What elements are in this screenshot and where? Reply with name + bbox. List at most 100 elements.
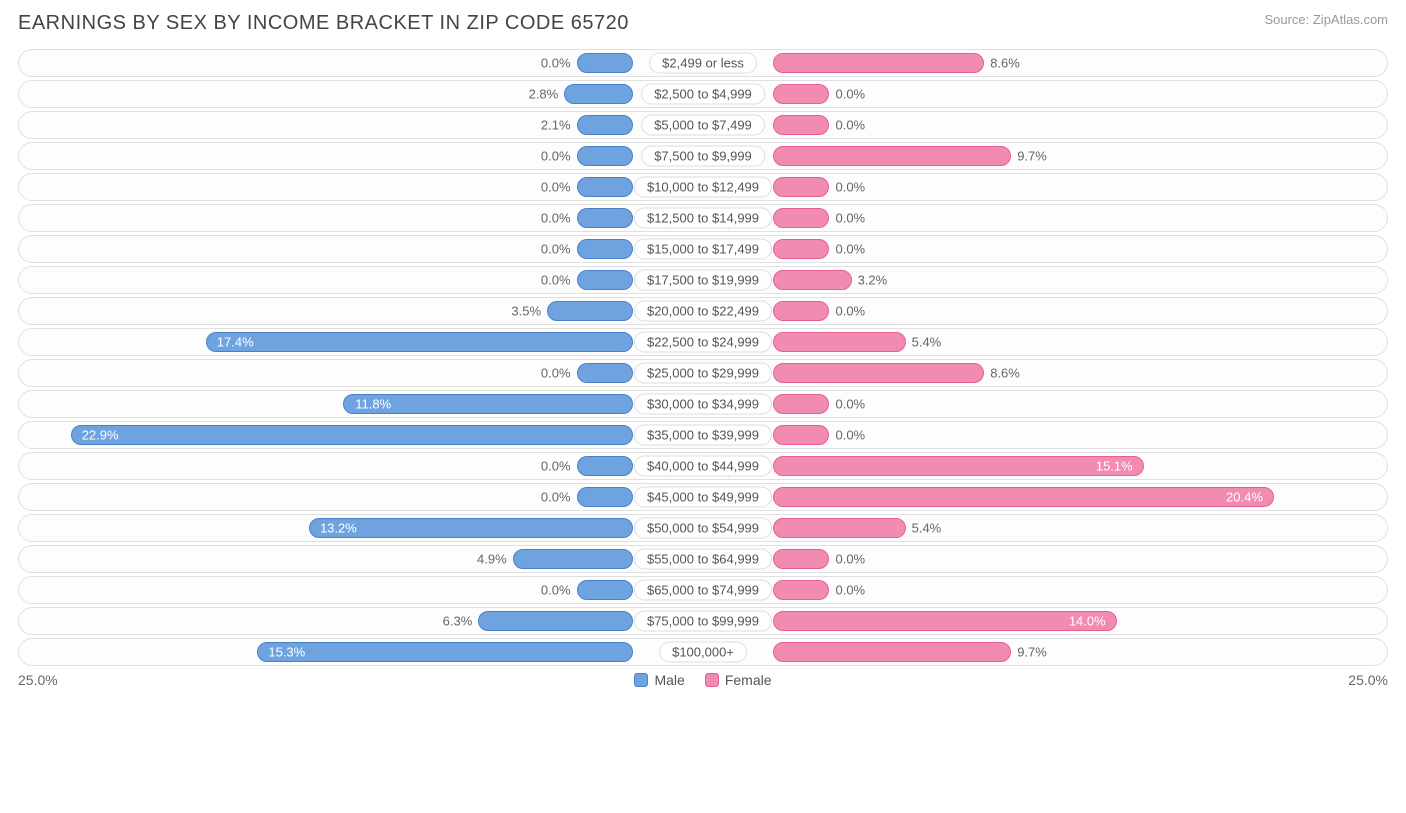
chart-row: 0.0% 9.7% $7,500 to $9,999 xyxy=(18,142,1388,170)
female-pct-label: 9.7% xyxy=(1017,149,1047,164)
female-pct-label: 3.2% xyxy=(858,273,888,288)
male-pct-label: 11.8% xyxy=(355,397,391,412)
income-bracket-label: $15,000 to $17,499 xyxy=(634,239,772,260)
income-bracket-label: $100,000+ xyxy=(659,642,747,663)
income-bracket-label: $2,500 to $4,999 xyxy=(641,84,765,105)
female-bar xyxy=(773,456,1144,476)
male-bar xyxy=(513,549,633,569)
female-pct-label: 0.0% xyxy=(835,428,865,443)
axis-max-left: 25.0% xyxy=(18,672,58,688)
female-pct-label: 0.0% xyxy=(835,87,865,102)
male-pct-label: 0.0% xyxy=(541,180,571,195)
legend-female: Female xyxy=(705,672,772,688)
income-bracket-label: $40,000 to $44,999 xyxy=(634,456,772,477)
income-bracket-label: $50,000 to $54,999 xyxy=(634,518,772,539)
male-pct-label: 0.0% xyxy=(541,459,571,474)
male-pct-label: 0.0% xyxy=(541,56,571,71)
male-pct-label: 2.8% xyxy=(529,87,559,102)
female-bar xyxy=(773,487,1274,507)
chart-row: 11.8%0.0%$30,000 to $34,999 xyxy=(18,390,1388,418)
source-label: Source: ZipAtlas.com xyxy=(1264,12,1388,27)
female-bar xyxy=(773,332,906,352)
male-pct-label: 0.0% xyxy=(541,242,571,257)
female-pct-label: 0.0% xyxy=(835,118,865,133)
female-bar xyxy=(773,53,984,73)
female-bar xyxy=(773,425,829,445)
male-pct-label: 22.9% xyxy=(82,428,119,443)
female-bar xyxy=(773,394,829,414)
income-bracket-label: $10,000 to $12,499 xyxy=(634,177,772,198)
income-bracket-label: $55,000 to $64,999 xyxy=(634,549,772,570)
female-pct-label: 5.4% xyxy=(912,521,942,536)
male-bar xyxy=(478,611,633,631)
female-bar xyxy=(773,580,829,600)
income-bracket-label: $22,500 to $24,999 xyxy=(634,332,772,353)
female-bar xyxy=(773,518,906,538)
income-bracket-label: $45,000 to $49,999 xyxy=(634,487,772,508)
income-bracket-label: $75,000 to $99,999 xyxy=(634,611,772,632)
female-bar xyxy=(773,270,852,290)
income-bracket-label: $5,000 to $7,499 xyxy=(641,115,765,136)
income-bracket-label: $17,500 to $19,999 xyxy=(634,270,772,291)
male-bar xyxy=(577,146,633,166)
female-pct-label: 8.6% xyxy=(990,366,1020,381)
female-bar xyxy=(773,84,829,104)
income-bracket-label: $20,000 to $22,499 xyxy=(634,301,772,322)
female-pct-label: 0.0% xyxy=(835,552,865,567)
female-swatch-icon xyxy=(705,673,719,687)
female-pct-label: 14.0% xyxy=(1069,614,1106,629)
male-pct-label: 3.5% xyxy=(511,304,541,319)
chart-row: 17.4% 5.4% $22,500 to $24,999 xyxy=(18,328,1388,356)
income-bracket-label: $7,500 to $9,999 xyxy=(641,146,765,167)
female-pct-label: 8.6% xyxy=(990,56,1020,71)
male-pct-label: 0.0% xyxy=(541,149,571,164)
income-bracket-label: $25,000 to $29,999 xyxy=(634,363,772,384)
female-bar xyxy=(773,301,829,321)
chart-title: EARNINGS BY SEX BY INCOME BRACKET IN ZIP… xyxy=(18,12,629,35)
chart-row: 0.0%0.0%$10,000 to $12,499 xyxy=(18,173,1388,201)
chart-row: 0.0% 0.0% $15,000 to $17,499 xyxy=(18,235,1388,263)
male-bar xyxy=(577,239,633,259)
chart-row: 0.0%3.2%$17,500 to $19,999 xyxy=(18,266,1388,294)
male-pct-label: 4.9% xyxy=(477,552,507,567)
income-bracket-label: $12,500 to $14,999 xyxy=(634,208,772,229)
chart-row: 15.3% 9.7% $100,000+ xyxy=(18,638,1388,666)
female-bar xyxy=(773,549,829,569)
male-pct-label: 13.2% xyxy=(320,521,357,536)
chart-row: 2.1%0.0%$5,000 to $7,499 xyxy=(18,111,1388,139)
male-pct-label: 15.3% xyxy=(268,645,305,660)
male-pct-label: 0.0% xyxy=(541,583,571,598)
female-pct-label: 20.4% xyxy=(1226,490,1263,505)
income-bracket-label: $35,000 to $39,999 xyxy=(634,425,772,446)
chart-row: 0.0%8.6%$2,499 or less xyxy=(18,49,1388,77)
female-pct-label: 9.7% xyxy=(1017,645,1047,660)
male-pct-label: 0.0% xyxy=(541,490,571,505)
female-pct-label: 0.0% xyxy=(835,304,865,319)
male-pct-label: 0.0% xyxy=(541,211,571,226)
female-bar xyxy=(773,177,829,197)
legend: Male Female xyxy=(634,672,771,688)
male-swatch-icon xyxy=(634,673,648,687)
female-pct-label: 0.0% xyxy=(835,242,865,257)
female-pct-label: 5.4% xyxy=(912,335,942,350)
chart-row: 22.9% 0.0% $35,000 to $39,999 xyxy=(18,421,1388,449)
female-bar xyxy=(773,363,984,383)
axis-max-right: 25.0% xyxy=(1348,672,1388,688)
female-bar xyxy=(773,208,829,228)
male-bar xyxy=(577,456,633,476)
female-bar xyxy=(773,642,1011,662)
female-pct-label: 15.1% xyxy=(1096,459,1133,474)
male-bar xyxy=(577,363,633,383)
legend-male-label: Male xyxy=(654,672,684,688)
male-bar xyxy=(577,270,633,290)
male-bar xyxy=(577,580,633,600)
male-bar xyxy=(564,84,633,104)
female-bar xyxy=(773,611,1117,631)
male-bar xyxy=(577,115,633,135)
female-bar xyxy=(773,115,829,135)
male-pct-label: 17.4% xyxy=(217,335,254,350)
male-bar xyxy=(309,518,633,538)
female-pct-label: 0.0% xyxy=(835,211,865,226)
female-bar xyxy=(773,239,829,259)
male-pct-label: 0.0% xyxy=(541,366,571,381)
